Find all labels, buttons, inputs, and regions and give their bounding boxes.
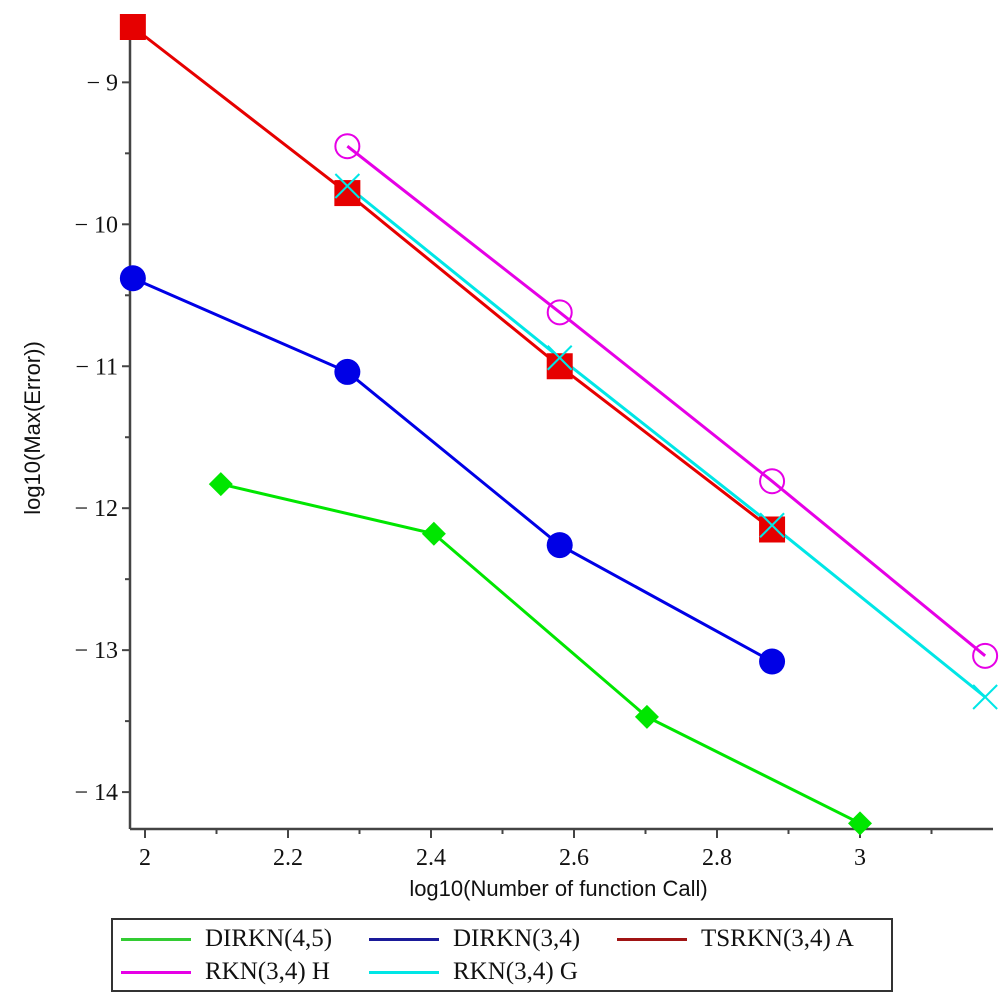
data-point-open-circle bbox=[759, 468, 786, 495]
y-tick-label: − 14 bbox=[74, 780, 118, 806]
legend-item-dirkn45: DIRKN(4,5) bbox=[121, 923, 332, 955]
cross-stroke bbox=[759, 512, 785, 538]
legend-label: TSRKN(3,4) A bbox=[701, 925, 854, 952]
marker-layer bbox=[119, 14, 999, 836]
legend-label: DIRKN(3,4) bbox=[453, 925, 581, 952]
line-chart: 2 2.2 2.4 2.6 2.8 3 − 9 − 10 − 11 − 12 − 13 − 14 lo… bbox=[20, 14, 999, 901]
axes-layer bbox=[128, 27, 993, 831]
data-point-diamond bbox=[634, 704, 659, 729]
data-point-circle bbox=[334, 358, 361, 385]
series-line-0 bbox=[220, 482, 861, 825]
legend-item-tsrkn34a: TSRKN(3,4) A bbox=[617, 923, 854, 955]
data-point-open-circle bbox=[972, 642, 999, 669]
y-axis-title: log10(Max(Error)) bbox=[20, 341, 45, 515]
data-point-open-circle bbox=[546, 299, 573, 326]
legend: DIRKN(4,5) DIRKN(3,4) TSRKN(3,4) A RKN(3… bbox=[111, 918, 893, 992]
data-point-diamond bbox=[208, 472, 233, 497]
series-line-4 bbox=[346, 184, 987, 699]
y-tick-label: − 12 bbox=[74, 496, 118, 522]
x-tick-label: 2.6 bbox=[559, 845, 589, 871]
x-tick-label: 2 bbox=[139, 845, 151, 871]
series-line-1 bbox=[132, 276, 773, 663]
legend-item-rkn34h: RKN(3,4) H bbox=[121, 956, 330, 988]
y-tick-label: − 13 bbox=[74, 638, 118, 664]
cross-stroke bbox=[334, 173, 361, 199]
legend-swatch bbox=[121, 937, 191, 941]
data-point-cross bbox=[759, 512, 785, 538]
legend-label: RKN(3,4) G bbox=[453, 958, 578, 985]
x-tick-label: 2.2 bbox=[273, 845, 303, 871]
data-point-square bbox=[759, 516, 786, 543]
cross-stroke bbox=[972, 684, 998, 710]
data-point-open-circle bbox=[334, 133, 361, 160]
x-tick-label: 2.8 bbox=[702, 845, 732, 871]
data-point-circle bbox=[759, 648, 786, 675]
cross-stroke bbox=[547, 345, 573, 371]
data-point-circle bbox=[546, 532, 573, 559]
y-tick-label: − 9 bbox=[86, 70, 118, 96]
legend-item-rkn34g: RKN(3,4) G bbox=[369, 956, 578, 988]
x-axis-title: log10(Number of function Call) bbox=[409, 876, 707, 901]
series-line-3 bbox=[346, 145, 987, 657]
legend-item-dirkn34: DIRKN(3,4) bbox=[369, 923, 580, 955]
ticks-layer: 2 2.2 2.4 2.6 2.8 3 − 9 − 10 − 11 − 12 − 13 − 14 bbox=[74, 70, 933, 871]
series-layer bbox=[131, 25, 987, 825]
data-point-diamond bbox=[848, 811, 873, 836]
legend-swatch bbox=[369, 937, 439, 941]
data-point-diamond bbox=[421, 521, 446, 546]
data-point-cross bbox=[547, 345, 573, 371]
legend-swatch bbox=[369, 970, 439, 974]
data-point-circle bbox=[119, 265, 146, 292]
legend-swatch bbox=[617, 937, 687, 941]
y-tick-label: − 11 bbox=[75, 354, 118, 380]
legend-label: RKN(3,4) H bbox=[205, 958, 330, 985]
legend-swatch bbox=[121, 970, 191, 974]
x-tick-label: 2.4 bbox=[416, 845, 446, 871]
data-point-square bbox=[119, 14, 146, 40]
data-point-cross bbox=[972, 684, 998, 710]
data-point-cross bbox=[334, 173, 361, 199]
x-tick-label: 3 bbox=[854, 845, 866, 871]
data-point-square bbox=[334, 180, 361, 207]
series-line-2 bbox=[131, 25, 773, 531]
legend-label: DIRKN(4,5) bbox=[205, 925, 333, 952]
y-tick-label: − 10 bbox=[74, 212, 118, 238]
